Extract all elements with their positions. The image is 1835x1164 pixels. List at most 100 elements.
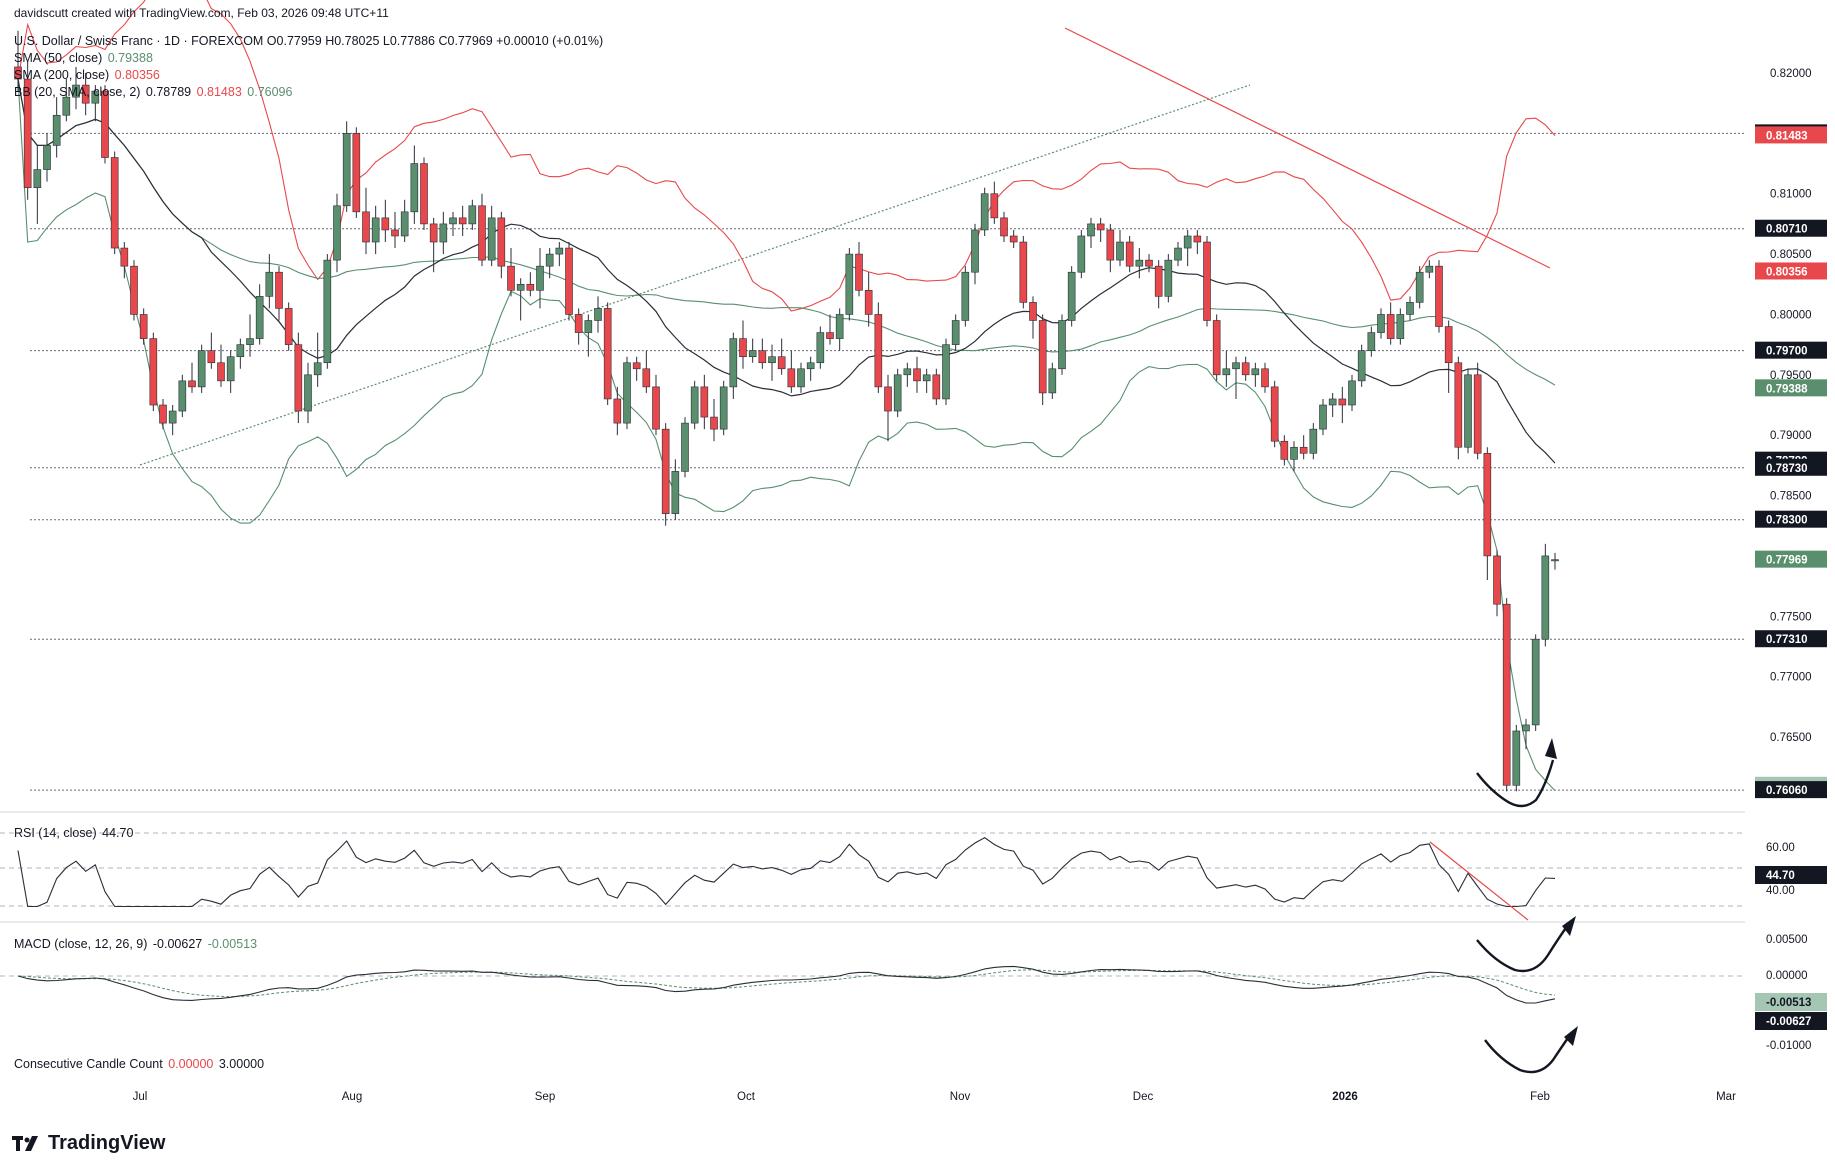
- sub-pane-axis: 60.00 40.00 44.70 0.00500 0.00000 -0.005…: [1755, 842, 1827, 1052]
- candle: [439, 211, 448, 255]
- candle-body: [1377, 314, 1385, 333]
- candle: [700, 374, 709, 430]
- candle: [1551, 552, 1559, 570]
- candle-body: [1222, 368, 1231, 376]
- ccc-value: 3.00000: [218, 1057, 265, 1071]
- candle-body: [642, 368, 651, 388]
- candle-body: [1193, 235, 1202, 243]
- candle: [642, 350, 651, 393]
- candle: [690, 380, 699, 430]
- price-labels: 0.815000.814830.807100.803560.797000.793…: [1755, 124, 1827, 799]
- ccc-legend[interactable]: Consecutive Candle Count 0.00000 3.00000: [14, 1057, 266, 1071]
- candle: [1473, 362, 1482, 460]
- candle: [400, 199, 409, 243]
- bb-legend[interactable]: BB (20, SMA, close, 2) 0.78789 0.81483 0…: [14, 85, 294, 99]
- candle: [719, 380, 728, 436]
- candle: [178, 374, 187, 418]
- sma200-legend[interactable]: SMA (200, close) 0.80356: [14, 68, 162, 82]
- candle-body: [1541, 555, 1550, 640]
- candle-body: [410, 163, 419, 213]
- candle-body: [62, 96, 71, 116]
- price-label-box: [1755, 550, 1827, 568]
- candle-body: [758, 350, 767, 364]
- candle-body: [1367, 332, 1376, 351]
- bb-label: BB (20, SMA, close, 2): [14, 85, 141, 99]
- candle: [1415, 266, 1424, 309]
- candle: [381, 199, 390, 243]
- candle-body: [1299, 446, 1308, 454]
- macd-signal-box: [1755, 993, 1827, 1011]
- candle: [1135, 248, 1144, 279]
- candle-body: [139, 314, 148, 339]
- candle: [1367, 326, 1376, 357]
- reversal-curve-price: [1476, 759, 1555, 808]
- candle-body: [1067, 271, 1076, 321]
- candle: [951, 314, 960, 351]
- time-axis: Jul Aug Sep Oct Nov Dec 2026 Feb Mar: [133, 1091, 1736, 1103]
- price-label-text: 0.78730: [1766, 463, 1808, 475]
- candle: [671, 459, 680, 520]
- price-tick: 0.81000: [1770, 189, 1812, 201]
- candle-body: [478, 205, 486, 261]
- candle-body: [1154, 265, 1163, 297]
- brand-name: TradingView: [48, 1132, 166, 1154]
- candle-body: [313, 362, 322, 376]
- candle-body: [816, 332, 825, 364]
- candle-body: [1106, 229, 1115, 261]
- candle-body: [1551, 559, 1559, 562]
- candle-body: [536, 265, 544, 291]
- macd-pane: [0, 965, 1745, 1074]
- price-tick: 0.79000: [1770, 430, 1812, 442]
- sma50-legend[interactable]: SMA (50, close) 0.79388: [14, 51, 155, 65]
- candle-body: [990, 193, 999, 219]
- price-label-text: 0.80710: [1766, 224, 1808, 236]
- candle-body: [101, 90, 109, 158]
- candle-body: [352, 133, 361, 213]
- candle: [149, 332, 158, 412]
- candle-body: [1087, 223, 1095, 237]
- candle: [1531, 634, 1540, 731]
- candle: [429, 217, 438, 273]
- candle: [816, 326, 825, 369]
- tradingview-logo[interactable]: TradingView: [12, 1132, 165, 1155]
- price-tick: 0.76500: [1770, 732, 1812, 744]
- candle: [391, 211, 399, 249]
- candle: [623, 356, 631, 430]
- candle: [1145, 254, 1153, 273]
- candle-body: [1290, 446, 1298, 460]
- symbol-legend[interactable]: U.S. Dollar / Swiss Franc · 1D · FOREXCO…: [14, 34, 605, 48]
- candle-body: [1135, 259, 1144, 267]
- candle: [1319, 398, 1327, 436]
- candle-body: [400, 211, 409, 237]
- price-axis: 0.82000 0.81000 0.80500 0.80000 0.79500 0.790…: [1770, 68, 1812, 744]
- candle-body: [149, 338, 158, 406]
- candle-body: [526, 283, 535, 291]
- candle: [217, 344, 225, 387]
- candle-body: [913, 368, 921, 382]
- candle: [352, 127, 361, 218]
- candle-body: [371, 217, 380, 243]
- candle: [1048, 362, 1057, 399]
- candle: [1493, 549, 1501, 617]
- candle-body: [1319, 404, 1327, 430]
- candle-body: [14, 66, 22, 80]
- macd-tick-zero: 0.00000: [1766, 970, 1808, 982]
- rsi-legend[interactable]: RSI (14, close) 44.70: [14, 826, 135, 840]
- candle-body: [246, 338, 254, 345]
- candle-body: [207, 350, 216, 364]
- candle-body: [1357, 350, 1366, 382]
- time-tick: Oct: [737, 1091, 756, 1103]
- tradingview-logo-icon: [12, 1135, 38, 1151]
- candle: [1357, 344, 1366, 387]
- ascending-trendline[interactable]: [139, 84, 1251, 466]
- candle-body: [603, 308, 612, 400]
- candle-body: [1483, 452, 1492, 557]
- price-label-text: 0.76060: [1766, 785, 1808, 797]
- macd-legend[interactable]: MACD (close, 12, 26, 9) -0.00627 -0.0051…: [14, 937, 259, 951]
- candle: [632, 356, 641, 381]
- candle: [284, 302, 293, 351]
- descending-trendline[interactable]: [1064, 27, 1551, 269]
- candle: [1348, 374, 1356, 412]
- candle: [1183, 229, 1192, 267]
